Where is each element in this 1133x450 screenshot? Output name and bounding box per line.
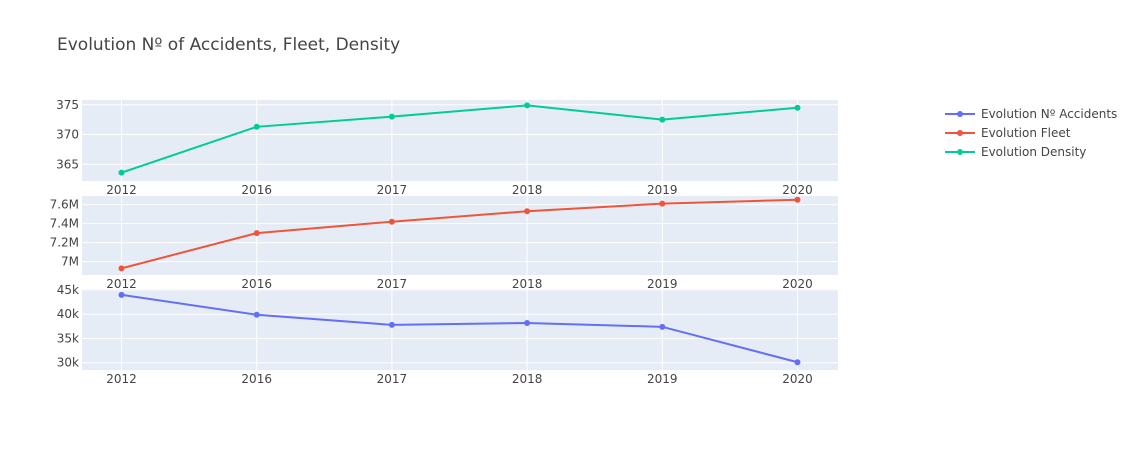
x-tick-label: 2017 <box>377 183 408 197</box>
data-point-evolution-density[interactable] <box>388 113 395 120</box>
data-point-evolution-density[interactable] <box>794 104 801 111</box>
x-tick-label: 2020 <box>782 183 813 197</box>
series-line-evolution-fleet <box>121 198 798 270</box>
data-point-evolution-n-accidents[interactable] <box>794 359 801 366</box>
subplot-evolution-density: 2012 2016 2017 2018 2019 2020 365 370 375 <box>56 98 838 197</box>
x-tick-label: 2019 <box>647 183 678 197</box>
y-tick-label: 7M <box>61 255 79 269</box>
x-tick-label: 2017 <box>377 277 408 291</box>
x-tick-label: 2017 <box>377 372 408 386</box>
x-tick-label: 2020 <box>782 277 813 291</box>
y-tick-label: 370 <box>56 128 79 142</box>
legend-item-evolution-fleet[interactable]: Evolution Fleet <box>945 126 1071 140</box>
data-point-evolution-fleet[interactable] <box>524 208 531 215</box>
y-tick-label: 40k <box>57 307 79 321</box>
subplot-evolution-n-accidents: 2012 2016 2017 2018 2019 2020 30k 35k 40k 45k <box>57 283 838 386</box>
y-tick-label: 7.2M <box>50 236 79 250</box>
data-point-evolution-density[interactable] <box>253 123 260 130</box>
data-point-evolution-n-accidents[interactable] <box>659 323 666 330</box>
legend[interactable]: Evolution Nº Accidents Evolution Fleet Evo… <box>945 107 1117 159</box>
y-tick-label: 7.6M <box>50 198 79 212</box>
x-tick-label: 2012 <box>106 183 137 197</box>
data-point-evolution-density[interactable] <box>118 169 125 176</box>
legend-label: Evolution Nº Accidents <box>981 107 1117 121</box>
y-tick-label: 35k <box>57 331 79 345</box>
plot-area <box>82 196 838 275</box>
x-tick-label: 2018 <box>512 183 543 197</box>
x-tick-label: 2019 <box>647 277 678 291</box>
data-point-evolution-n-accidents[interactable] <box>118 291 125 298</box>
x-tick-label: 2016 <box>241 183 272 197</box>
x-tick-label: 2019 <box>647 372 678 386</box>
x-tick-label: 2012 <box>106 372 137 386</box>
x-tick-label: 2016 <box>241 372 272 386</box>
data-point-evolution-n-accidents[interactable] <box>524 319 531 326</box>
data-point-evolution-density[interactable] <box>659 116 666 123</box>
plot-area <box>82 100 838 181</box>
y-tick-label: 7.4M <box>50 217 79 231</box>
x-tick-label: 2018 <box>512 277 543 291</box>
series-line-evolution-n-accidents <box>121 293 798 364</box>
data-point-evolution-fleet[interactable] <box>388 218 395 225</box>
data-point-evolution-n-accidents[interactable] <box>253 311 260 318</box>
x-tick-label: 2012 <box>106 277 137 291</box>
x-tick-label: 2020 <box>782 372 813 386</box>
legend-marker <box>957 130 963 136</box>
data-point-evolution-fleet[interactable] <box>253 230 260 237</box>
data-point-evolution-fleet[interactable] <box>794 196 801 203</box>
legend-item-evolution-n-accidents[interactable]: Evolution Nº Accidents <box>945 107 1117 121</box>
chart-title: Evolution Nº of Accidents, Fleet, Densit… <box>57 35 400 55</box>
legend-label: Evolution Density <box>981 145 1086 159</box>
series-line-evolution-density <box>121 104 798 174</box>
data-point-evolution-fleet[interactable] <box>659 200 666 207</box>
legend-marker <box>957 149 963 155</box>
y-tick-label: 375 <box>56 98 79 112</box>
y-tick-label: 365 <box>56 157 79 171</box>
x-tick-label: 2018 <box>512 372 543 386</box>
legend-label: Evolution Fleet <box>981 126 1071 140</box>
data-point-evolution-density[interactable] <box>524 102 531 109</box>
data-point-evolution-fleet[interactable] <box>118 265 125 272</box>
y-tick-label: 45k <box>57 283 79 297</box>
plot-area <box>82 289 838 370</box>
legend-marker <box>957 111 963 117</box>
y-tick-label: 30k <box>57 356 79 370</box>
data-point-evolution-n-accidents[interactable] <box>388 321 395 328</box>
x-tick-label: 2016 <box>241 277 272 291</box>
legend-item-evolution-density[interactable]: Evolution Density <box>945 145 1086 159</box>
subplot-evolution-fleet: 2012 2016 2017 2018 2019 2020 7M 7.2M 7.4M 7.6M <box>50 196 838 291</box>
